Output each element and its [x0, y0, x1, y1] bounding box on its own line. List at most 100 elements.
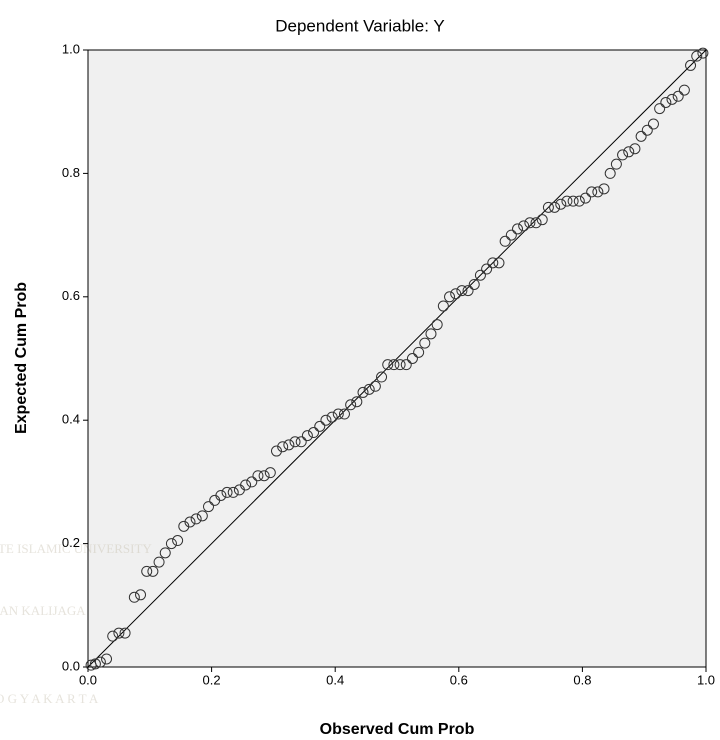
x-tick-label: 1.0	[697, 672, 715, 687]
point	[678, 84, 690, 96]
point	[153, 556, 165, 568]
reference-line	[87, 49, 707, 668]
point	[647, 118, 659, 130]
point	[431, 319, 443, 331]
point	[450, 288, 462, 300]
point	[493, 257, 505, 269]
point	[400, 359, 412, 371]
point	[147, 565, 159, 577]
point	[101, 653, 113, 665]
point	[215, 489, 227, 501]
point	[203, 501, 215, 513]
point	[141, 565, 153, 577]
point	[598, 183, 610, 195]
watermark: NAN KALIJAGA	[0, 603, 86, 618]
point	[113, 627, 125, 639]
point	[165, 538, 177, 550]
point	[586, 186, 598, 198]
point	[672, 90, 684, 102]
point	[610, 158, 622, 170]
point	[369, 380, 381, 392]
point	[240, 479, 252, 491]
x-tick-label: 0.6	[450, 672, 468, 687]
point	[512, 223, 524, 235]
point	[617, 149, 629, 161]
point	[419, 337, 431, 349]
point	[184, 516, 196, 528]
y-tick-label: 1.0	[62, 41, 80, 56]
point	[499, 235, 511, 247]
point	[685, 59, 697, 71]
y-tick-label: 0.4	[62, 412, 80, 427]
point	[301, 430, 313, 442]
watermark: O G Y A K A R T A	[0, 691, 99, 706]
point	[196, 510, 208, 522]
y-tick-label: 0.8	[62, 165, 80, 180]
point	[654, 103, 666, 115]
point	[561, 195, 573, 207]
point	[592, 186, 604, 198]
point	[320, 414, 332, 426]
plot-frame	[87, 49, 707, 668]
point	[326, 411, 338, 423]
point	[357, 386, 369, 398]
point	[388, 359, 400, 371]
x-axis-label: Observed Cum Prob	[320, 721, 475, 738]
point	[89, 658, 101, 670]
point	[666, 93, 678, 105]
point	[579, 192, 591, 204]
point	[159, 547, 171, 559]
point	[190, 513, 202, 525]
y-tick-label: 0.0	[62, 658, 80, 673]
point	[264, 467, 276, 479]
point	[549, 201, 561, 213]
point	[376, 371, 388, 383]
y-tick-label: 0.6	[62, 288, 80, 303]
point	[567, 195, 579, 207]
point	[437, 300, 449, 312]
point	[283, 439, 295, 451]
point	[444, 291, 456, 303]
point	[530, 217, 542, 229]
point	[270, 445, 282, 457]
chart-title: Dependent Variable: Y	[275, 16, 445, 35]
point	[289, 436, 301, 448]
point	[413, 346, 425, 358]
point	[604, 167, 616, 179]
point	[524, 217, 536, 229]
point	[363, 383, 375, 395]
point	[119, 627, 131, 639]
x-tick-label: 0.4	[326, 672, 344, 687]
point	[481, 263, 493, 275]
watermark: ATE ISLAMIC UNIVERSITY	[0, 541, 152, 556]
y-axis-label: Expected Cum Prob	[13, 282, 30, 434]
point	[462, 285, 474, 297]
point	[635, 130, 647, 142]
point	[641, 124, 653, 136]
point	[660, 96, 672, 108]
point	[314, 420, 326, 432]
point	[691, 50, 703, 62]
point	[536, 214, 548, 226]
point	[135, 589, 147, 601]
point	[406, 353, 418, 364]
point	[221, 486, 233, 498]
point	[474, 269, 486, 281]
point	[258, 470, 270, 482]
x-tick-label: 0.0	[79, 672, 97, 687]
point	[277, 441, 289, 453]
point	[252, 470, 264, 482]
point	[338, 408, 350, 420]
point	[178, 520, 190, 532]
point	[518, 220, 530, 232]
point	[573, 195, 585, 207]
point	[456, 285, 468, 297]
point	[394, 359, 406, 371]
x-tick-label: 0.2	[203, 672, 221, 687]
point	[623, 146, 635, 158]
point	[382, 359, 394, 371]
point	[332, 408, 344, 420]
point	[505, 229, 517, 241]
point	[227, 486, 239, 498]
